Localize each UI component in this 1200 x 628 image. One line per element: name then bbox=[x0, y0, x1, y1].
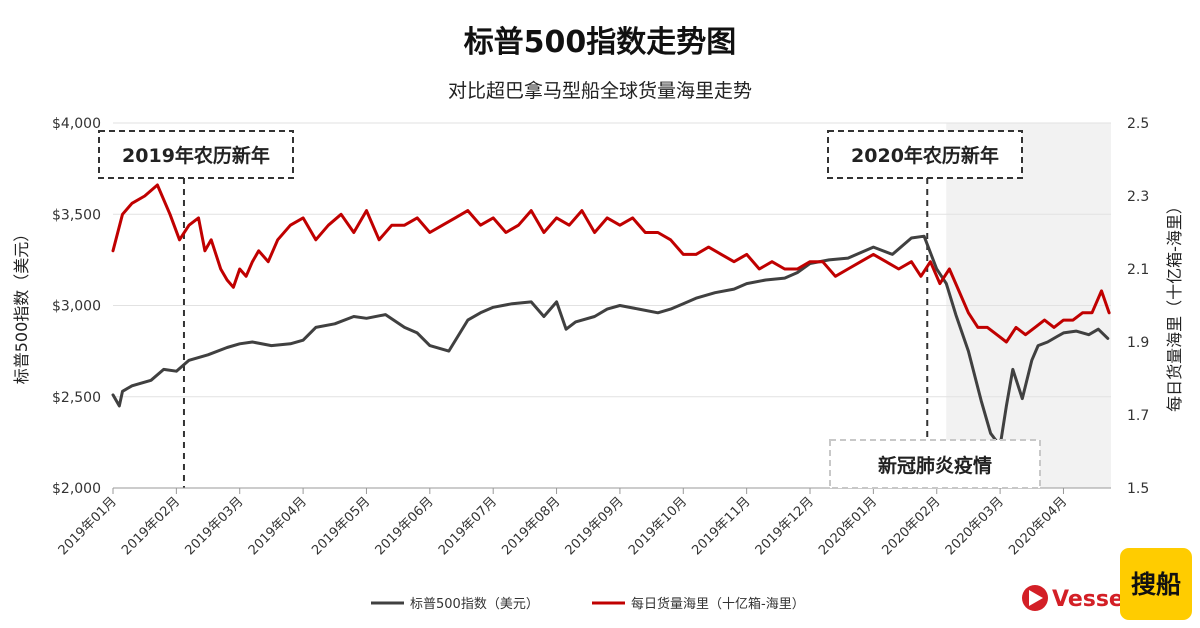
y-tick-right: 2.1 bbox=[1127, 262, 1149, 278]
y-tick-right: 2.5 bbox=[1127, 116, 1149, 132]
x-tick-label: 2020年01月 bbox=[816, 494, 880, 558]
legend-label-cargo: 每日货量海里（十亿箱-海里） bbox=[631, 596, 805, 612]
series-line-cargo bbox=[111, 183, 1111, 344]
y-tick-left: $2,500 bbox=[52, 390, 101, 406]
y-tick-right: 2.3 bbox=[1127, 189, 1149, 205]
y-tick-left: $3,000 bbox=[52, 299, 101, 315]
x-tick-label: 2019年11月 bbox=[689, 494, 753, 558]
x-tick-label: 2019年04月 bbox=[246, 494, 310, 558]
x-tick-label: 2019年08月 bbox=[499, 494, 563, 558]
y-axis-label-right: 每日货量海里（十亿箱-海里） bbox=[1165, 198, 1184, 412]
x-tick-label: 2019年01月 bbox=[56, 494, 120, 558]
x-tick-label: 2019年06月 bbox=[373, 494, 437, 558]
chart-title: 标普500指数走势图 bbox=[464, 25, 737, 60]
y-tick-left: $2,000 bbox=[52, 481, 101, 497]
annotation-box bbox=[827, 130, 1023, 179]
x-tick-label: 2019年02月 bbox=[119, 494, 183, 558]
y-axis-label-left: 标普500指数（美元） bbox=[12, 226, 31, 385]
x-tick-label: 2019年12月 bbox=[753, 494, 817, 558]
legend-label-sp500: 标普500指数（美元） bbox=[410, 597, 539, 612]
x-tick-label: 2020年03月 bbox=[943, 494, 1007, 558]
x-tick-label: 2019年05月 bbox=[309, 494, 373, 558]
legend: 标普500指数（美元） 每日货量海里（十亿箱-海里） bbox=[371, 596, 805, 612]
annotation-label: 2020年农历新年 bbox=[851, 144, 999, 167]
y-tick-left: $4,000 bbox=[52, 116, 101, 132]
vessels-logo-arrow bbox=[1029, 590, 1043, 606]
y-tick-left: $3,500 bbox=[52, 207, 101, 223]
x-tick-label: 2020年04月 bbox=[1006, 494, 1070, 558]
sochuan-badge: 搜船 bbox=[1120, 548, 1192, 620]
annotation-label: 2019年农历新年 bbox=[122, 144, 270, 167]
x-tick-label: 2019年09月 bbox=[563, 494, 627, 558]
y-tick-right: 1.5 bbox=[1127, 481, 1149, 497]
x-tick-label: 2019年07月 bbox=[436, 494, 500, 558]
shaded-region-label: 新冠肺炎疫情 bbox=[878, 454, 992, 477]
annotation-box bbox=[98, 130, 294, 179]
x-tick-label: 2019年10月 bbox=[626, 494, 690, 558]
sochuan-badge-text: 搜船 bbox=[1131, 570, 1181, 599]
x-tick-label: 2019年03月 bbox=[182, 494, 246, 558]
annotation-lines bbox=[182, 178, 929, 488]
shaded-region-label-box bbox=[829, 439, 1041, 489]
y-tick-right: 1.7 bbox=[1127, 408, 1149, 424]
x-tick-label: 2020年02月 bbox=[879, 494, 943, 558]
y-tick-right: 1.9 bbox=[1127, 335, 1149, 351]
sochuan-badge-bg bbox=[1120, 548, 1192, 620]
chart-subtitle: 对比超巴拿马型船全球货量海里走势 bbox=[448, 79, 752, 102]
